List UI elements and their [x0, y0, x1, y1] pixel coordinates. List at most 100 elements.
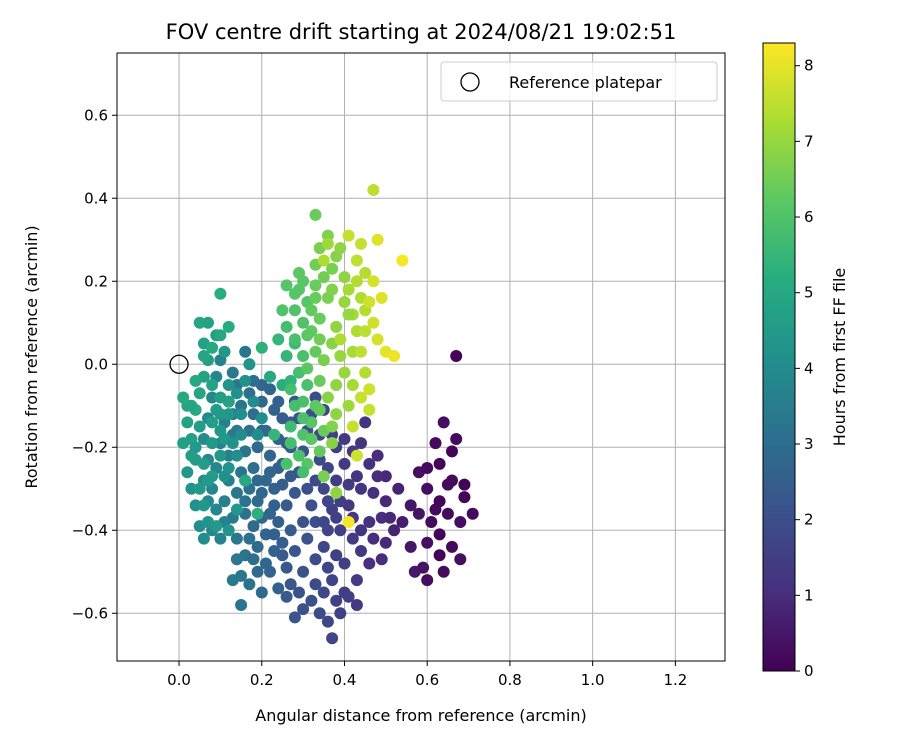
data-point: [313, 333, 326, 346]
x-tick-label: 0.2: [250, 671, 274, 689]
data-point: [230, 486, 243, 499]
data-point: [280, 320, 293, 333]
data-points: [177, 184, 479, 645]
data-point: [433, 457, 446, 470]
data-point: [189, 374, 202, 387]
data-point: [342, 283, 355, 296]
data-point: [218, 470, 231, 483]
data-point: [367, 486, 380, 499]
data-point: [251, 428, 264, 441]
data-point: [355, 237, 367, 250]
data-point: [338, 366, 351, 379]
data-point: [297, 275, 310, 288]
data-point: [363, 296, 376, 308]
data-point: [450, 350, 463, 362]
data-point: [441, 507, 454, 520]
data-point: [342, 308, 355, 321]
data-point: [206, 416, 219, 429]
data-point: [255, 586, 268, 599]
data-point: [284, 524, 297, 537]
data-point: [313, 445, 326, 458]
data-point: [359, 366, 372, 379]
legend-marker-icon: [460, 72, 480, 92]
data-point: [235, 428, 248, 441]
data-point: [317, 482, 330, 495]
data-point: [288, 287, 301, 300]
data-point: [243, 532, 256, 545]
data-point: [326, 632, 339, 645]
data-point: [276, 412, 289, 425]
data-point: [355, 524, 367, 537]
data-point: [326, 283, 339, 296]
data-point: [206, 391, 219, 404]
data-point: [334, 524, 347, 537]
data-point: [222, 408, 235, 421]
data-point: [321, 561, 334, 574]
plot-frame: [116, 52, 726, 662]
data-point: [309, 516, 322, 528]
data-point: [342, 516, 355, 528]
data-point: [429, 503, 442, 516]
data-point: [222, 524, 235, 537]
data-point: [359, 416, 372, 429]
data-point: [355, 482, 367, 495]
data-point: [313, 607, 326, 620]
data-point: [441, 478, 454, 491]
data-point: [181, 416, 194, 429]
legend-box: [440, 61, 718, 102]
data-point: [396, 254, 409, 267]
data-point: [255, 412, 268, 425]
data-point: [350, 470, 363, 483]
reference-platepar-marker: [169, 354, 189, 374]
data-point: [355, 345, 367, 358]
colorbar-tick-label: 2: [804, 511, 814, 529]
data-point: [214, 532, 227, 545]
data-point: [466, 507, 479, 520]
data-point: [330, 594, 343, 607]
x-tick-label: 1.0: [581, 671, 605, 689]
data-point: [317, 354, 330, 367]
data-point: [342, 478, 355, 491]
data-point: [230, 553, 243, 566]
data-point: [330, 320, 343, 333]
data-point: [230, 503, 243, 516]
data-point: [326, 574, 339, 587]
data-point: [309, 208, 322, 221]
x-axis-label: Angular distance from reference (arcmin): [255, 706, 586, 725]
data-point: [247, 395, 260, 408]
data-point: [247, 520, 260, 533]
data-point: [412, 507, 425, 520]
data-point: [288, 545, 301, 557]
data-point: [338, 296, 351, 308]
data-point: [379, 495, 392, 508]
data-point: [206, 379, 219, 391]
data-point: [247, 462, 260, 474]
data-point: [330, 511, 343, 524]
data-point: [264, 370, 276, 383]
data-point: [235, 599, 248, 611]
data-point: [239, 474, 252, 487]
data-point: [454, 553, 467, 566]
data-point: [288, 333, 301, 346]
data-point: [297, 565, 310, 578]
data-point: [379, 536, 392, 549]
data-point: [280, 561, 293, 574]
data-point: [317, 254, 330, 267]
data-point: [214, 287, 227, 300]
x-tick-label: 0.0: [167, 671, 191, 689]
data-point: [408, 565, 421, 578]
data-point: [392, 482, 405, 495]
data-point: [272, 395, 285, 408]
y-tick-label: −0.4: [72, 521, 108, 539]
data-point: [309, 279, 322, 292]
data-point: [268, 499, 281, 512]
data-point: [350, 325, 363, 338]
data-point: [359, 325, 372, 338]
data-point: [338, 457, 351, 470]
data-point: [264, 565, 276, 578]
data-point: [222, 320, 235, 333]
data-point: [429, 437, 442, 450]
data-point: [363, 383, 376, 396]
data-point: [317, 470, 330, 483]
data-point: [297, 350, 310, 362]
